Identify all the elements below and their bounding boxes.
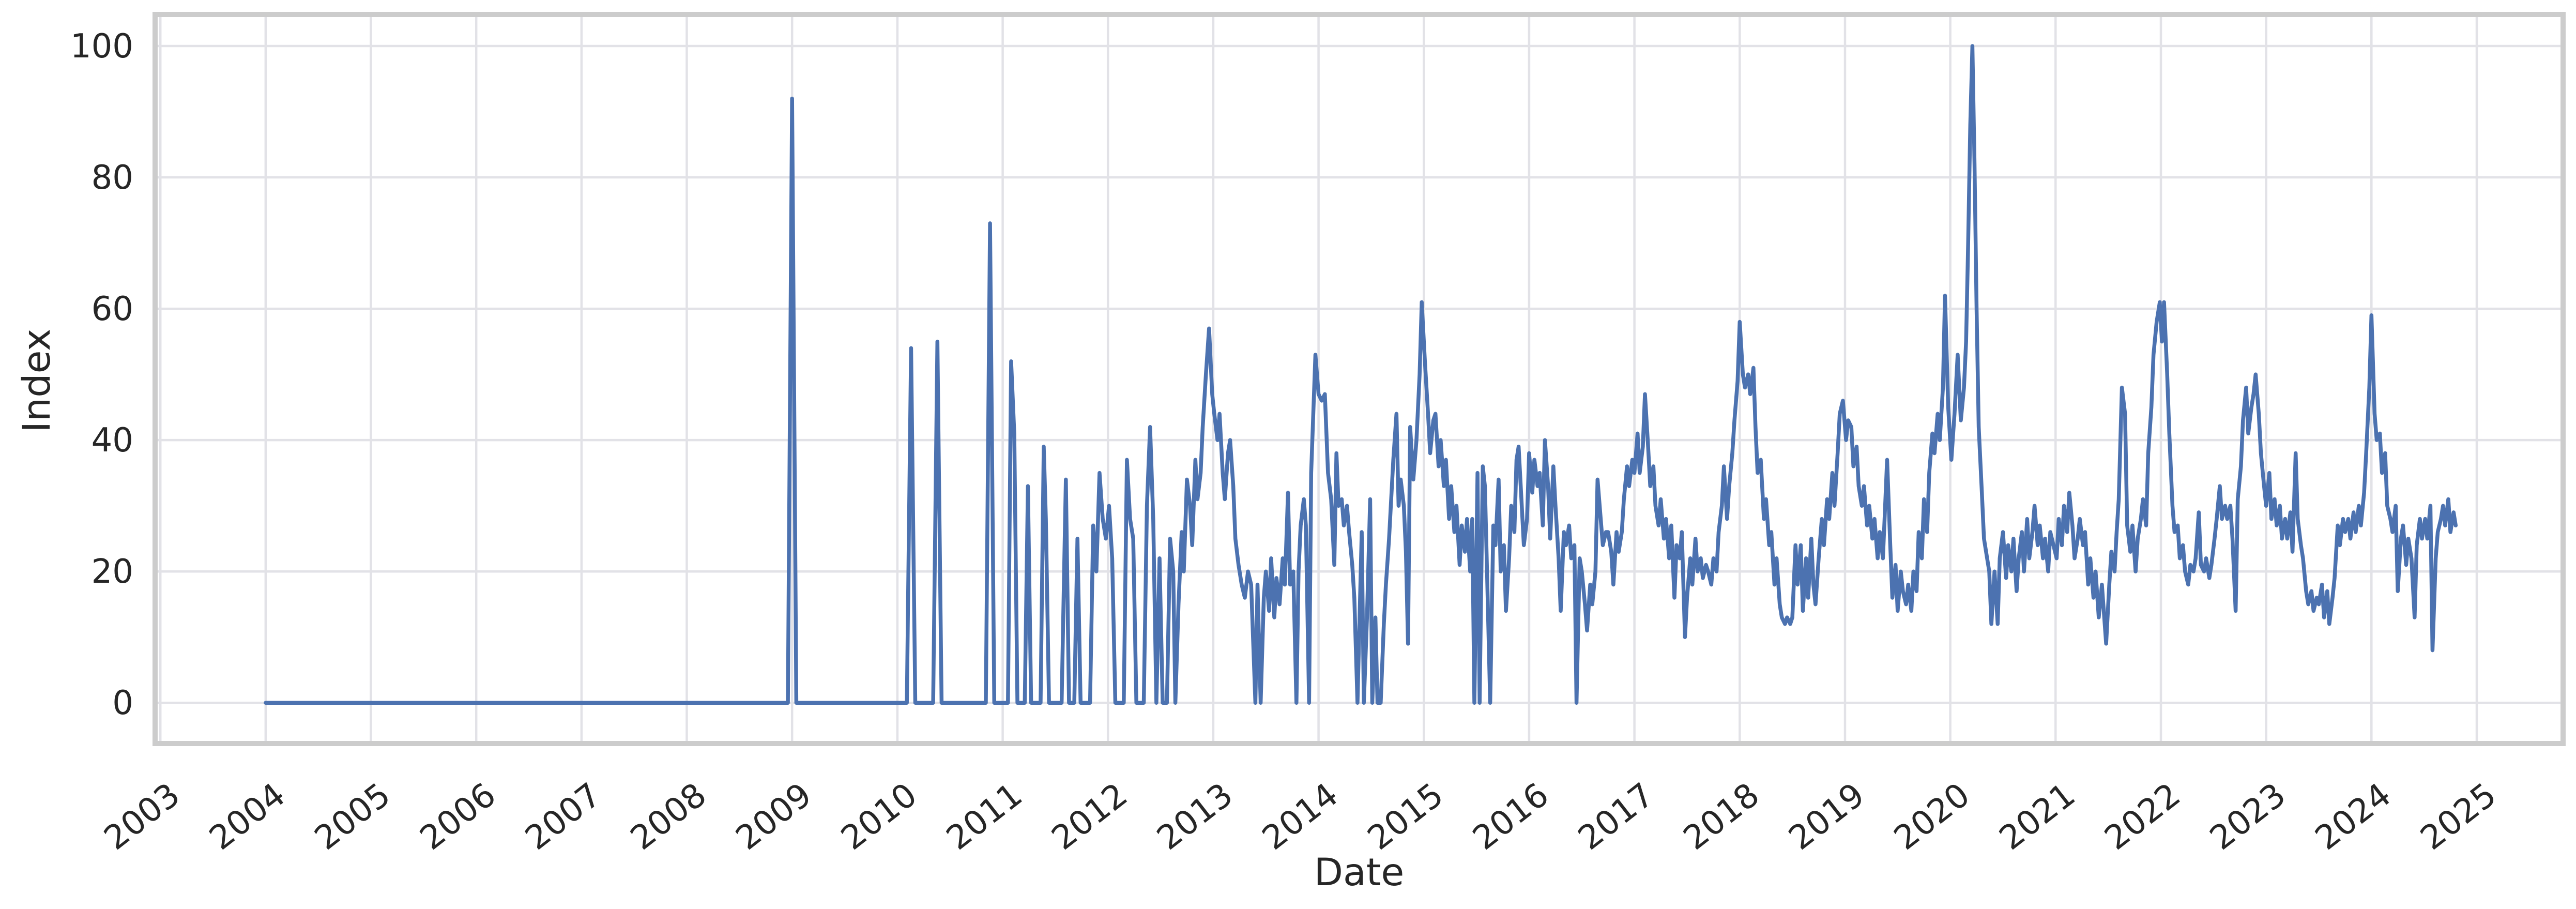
x-tick-label: 2017 [1572, 776, 1662, 858]
x-tick-label: 2015 [1361, 776, 1451, 858]
x-tick-label: 2023 [2203, 776, 2293, 858]
x-tick-label: 2004 [203, 776, 293, 858]
x-tick-label: 2006 [413, 776, 503, 858]
y-tick-label: 80 [92, 159, 133, 197]
x-tick-label: 2010 [834, 776, 924, 858]
x-tick-label: 2025 [2414, 776, 2504, 858]
y-tick-label: 100 [70, 27, 133, 66]
x-tick-label: 2022 [2098, 776, 2188, 858]
index-series-line [264, 44, 2458, 705]
x-tick-labels: 2003 2004 2005 2006 2007 2008 2009 2010 2011 2012… [97, 776, 2504, 858]
x-tick-label: 2021 [1992, 776, 2082, 858]
x-tick-label: 2009 [729, 776, 819, 858]
y-tick-labels: 0 20 40 60 80 100 [70, 27, 133, 722]
x-tick-label: 2013 [1150, 776, 1240, 858]
y-tick-label: 20 [92, 553, 133, 591]
y-axis-label: Index [15, 329, 59, 433]
x-tick-label: 2014 [1256, 776, 1346, 858]
x-tick-label: 2011 [940, 776, 1030, 858]
x-tick-label: 2007 [519, 776, 608, 858]
y-tick-label: 40 [92, 421, 133, 460]
x-tick-label: 2008 [623, 776, 713, 858]
x-tick-label: 2018 [1676, 776, 1766, 858]
y-tick-label: 60 [92, 290, 133, 328]
x-axis-label: Date [1314, 851, 1404, 895]
x-tick-label: 2003 [97, 776, 187, 858]
x-tick-label: 2016 [1466, 776, 1556, 858]
plot-border [153, 12, 2566, 746]
x-tick-label: 2012 [1045, 776, 1135, 858]
y-tick-label: 0 [112, 684, 133, 722]
x-tick-label: 2024 [2308, 776, 2398, 858]
x-tick-label: 2005 [308, 776, 398, 858]
x-tick-label: 2020 [1887, 776, 1977, 858]
x-tick-label: 2019 [1782, 776, 1872, 858]
